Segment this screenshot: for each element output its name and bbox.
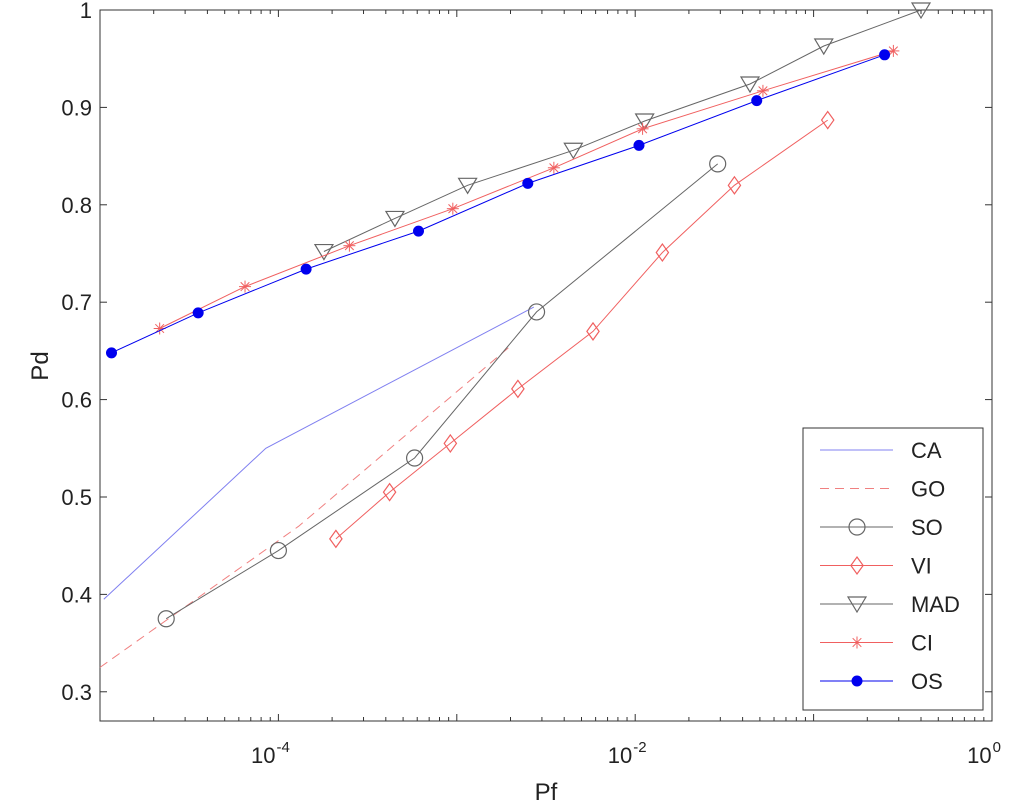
legend-label-mad: MAD — [911, 592, 960, 617]
legend: CA GO SO VI MAD CI OS — [802, 427, 984, 711]
legend-label-vi: VI — [911, 554, 932, 579]
ticks-layer: 0.3 0.4 0.5 0.6 0.7 0.8 0.9 1 10-4 10-2 100 — [61, 0, 1001, 768]
series-layer — [99, 2, 932, 668]
data-point-os-2 — [300, 263, 312, 275]
data-point-os-7 — [879, 49, 891, 61]
legend-label-ca: CA — [911, 438, 942, 463]
legend-box — [802, 427, 984, 711]
y-tick-label: 0.6 — [61, 388, 92, 413]
legend-entry-go: GO — [820, 477, 945, 502]
data-point-so-0 — [157, 610, 175, 628]
data-point-so-3 — [527, 303, 546, 321]
data-point-vi-3 — [511, 379, 525, 399]
legend-label-os: OS — [911, 669, 943, 694]
legend-label-go: GO — [911, 477, 945, 502]
data-point-ci-3 — [446, 202, 459, 215]
data-point-mad-3 — [563, 142, 584, 160]
x-tick-label: 100 — [967, 739, 1001, 768]
series-line-os — [111, 54, 885, 354]
y-axis-label: Pd — [27, 351, 54, 380]
data-point-mad-2 — [457, 177, 478, 195]
data-point-mad-0 — [313, 243, 335, 261]
legend-label-ci: CI — [911, 631, 933, 656]
x-tick-label: 10-4 — [251, 739, 290, 768]
legend-marker-os — [851, 675, 863, 687]
data-point-vi-0 — [329, 529, 343, 549]
legend-entry-ca: CA — [820, 438, 942, 463]
y-tick-label: 0.7 — [61, 290, 92, 315]
series-line-mad — [323, 9, 922, 252]
data-point-mad-1 — [384, 210, 405, 228]
data-point-ci-7 — [887, 44, 900, 57]
data-point-so-2 — [405, 449, 424, 467]
data-point-os-0 — [105, 347, 117, 359]
data-point-os-3 — [413, 225, 425, 237]
series-line-ci — [159, 50, 894, 329]
series-line-vi — [335, 119, 828, 540]
legend-entry-ci: CI — [820, 631, 933, 656]
data-point-mad-6 — [813, 38, 834, 56]
legend-marker-mad — [846, 596, 868, 614]
y-tick-label: 1 — [80, 0, 92, 23]
legend-marker-vi — [850, 555, 864, 576]
legend-entry-os: OS — [820, 669, 943, 694]
legend-entry-vi: VI — [820, 554, 932, 579]
data-point-vi-5 — [655, 242, 670, 263]
data-point-vi-4 — [586, 321, 600, 341]
data-point-vi-1 — [382, 482, 397, 502]
data-point-os-1 — [192, 307, 204, 319]
data-point-vi-6 — [727, 175, 742, 195]
data-point-ci-1 — [239, 280, 252, 293]
data-point-mad-5 — [739, 76, 761, 94]
x-tick-label: 10-2 — [608, 739, 647, 768]
data-point-vi-2 — [443, 433, 458, 453]
data-point-ci-2 — [343, 239, 356, 252]
y-tick-label: 0.4 — [61, 582, 92, 607]
legend-entry-so: SO — [820, 515, 943, 540]
legend-entry-mad: MAD — [820, 592, 960, 617]
data-point-so-1 — [269, 541, 287, 560]
data-point-vi-7 — [820, 110, 835, 130]
y-tick-label: 0.8 — [61, 193, 92, 218]
data-point-ci-4 — [547, 161, 560, 174]
data-point-ci-6 — [756, 84, 769, 97]
y-tick-label: 0.5 — [61, 485, 92, 510]
data-point-mad-7 — [910, 2, 932, 20]
data-point-mad-4 — [634, 113, 655, 131]
legend-marker-so — [848, 518, 866, 536]
series-line-ca — [103, 306, 535, 600]
y-tick-label: 0.9 — [61, 95, 92, 120]
y-tick-label: 0.3 — [61, 680, 92, 705]
data-point-os-4 — [522, 177, 534, 189]
data-point-so-4 — [709, 155, 727, 173]
series-line-go — [99, 345, 511, 668]
data-point-os-6 — [751, 95, 763, 107]
legend-marker-ci — [851, 636, 863, 649]
x-axis-label: Pf — [535, 779, 558, 806]
data-point-os-5 — [633, 139, 645, 151]
legend-label-so: SO — [911, 515, 943, 540]
data-point-ci-5 — [636, 122, 649, 135]
series-line-so — [165, 163, 719, 620]
